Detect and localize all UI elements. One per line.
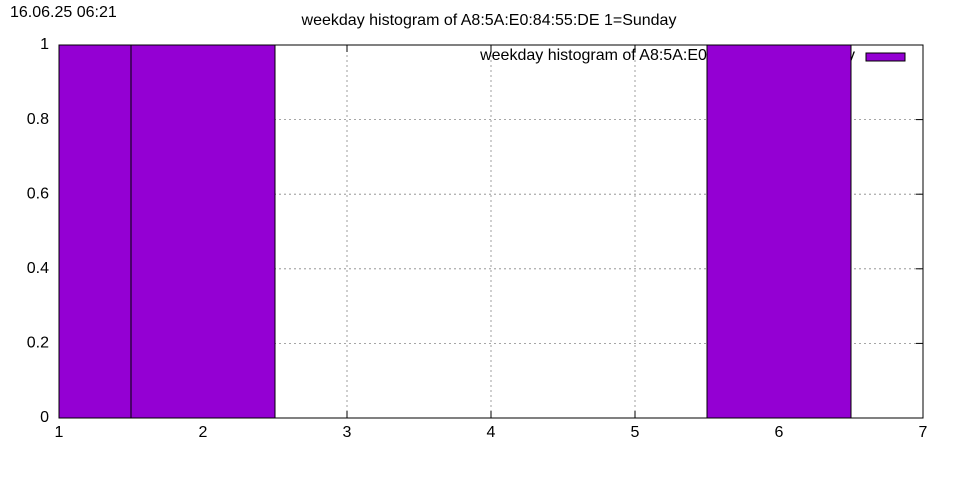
x-tick-label: 3: [343, 424, 352, 441]
y-tick-label: 0.8: [27, 111, 49, 128]
x-tick-label: 6: [775, 424, 784, 441]
bar: [59, 45, 132, 418]
y-tick-label: 0.4: [27, 260, 49, 277]
x-tick-label: 4: [487, 424, 496, 441]
y-tick-label: 1: [40, 36, 49, 53]
bar: [130, 45, 276, 418]
plot-border: [58, 44, 924, 419]
bar: [706, 45, 852, 418]
chart-title: weekday histogram of A8:5A:E0:84:55:DE 1…: [301, 12, 677, 29]
y-tick-label: 0.6: [27, 185, 49, 202]
plot-area: [59, 45, 852, 418]
x-tick-label: 1: [55, 424, 64, 441]
y-tick-label: 0: [40, 409, 49, 426]
x-tick-label: 7: [919, 424, 928, 441]
y-tick-label: 0.2: [27, 335, 49, 352]
timestamp: 16.06.25 06:21: [10, 4, 117, 21]
x-tick-label: 5: [631, 424, 640, 441]
legend-key: [865, 52, 906, 62]
x-tick-label: 2: [199, 424, 208, 441]
